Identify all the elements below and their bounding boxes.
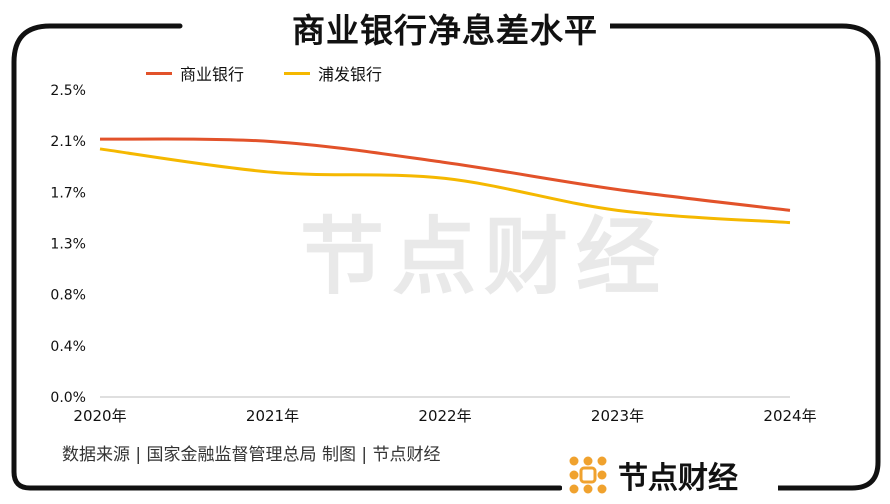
legend-swatch bbox=[146, 71, 172, 75]
legend: 商业银行 浦发银行 bbox=[146, 61, 382, 85]
y-tick-label: 1.7% bbox=[50, 185, 86, 201]
x-tick-label: 2022年 bbox=[418, 407, 471, 425]
series-line-0 bbox=[99, 137, 791, 212]
x-tick-label: 2024年 bbox=[763, 407, 816, 425]
watermark: 节点财经 bbox=[300, 208, 669, 306]
y-tick-label: 0.8% bbox=[50, 288, 86, 304]
x-tick-label: 2021年 bbox=[246, 407, 299, 425]
legend-swatch bbox=[284, 71, 311, 75]
x-tick-label: 2023年 bbox=[591, 407, 644, 425]
frame-border bbox=[11, 23, 881, 491]
legend-item-1: 浦发银行 bbox=[284, 61, 382, 85]
y-tick-label: 2.5% bbox=[50, 83, 86, 99]
y-tick-label: 2.1% bbox=[50, 134, 86, 150]
brand-badge: 节点财经 bbox=[562, 455, 778, 496]
dot-grid-logo-icon bbox=[569, 456, 607, 494]
x-tick-label: 2020年 bbox=[73, 407, 126, 425]
chart-title: 商业银行净息差水平 bbox=[0, 4, 890, 52]
axes: 0.0% 0.4% 0.8% 1.3% 1.7% 2.1% 2.5% 2020年 2021年 20… bbox=[50, 83, 816, 425]
y-tick-label: 0.0% bbox=[50, 390, 86, 406]
series-line-1 bbox=[99, 147, 791, 225]
y-tick-label: 0.4% bbox=[50, 339, 86, 355]
legend-label: 浦发银行 bbox=[318, 65, 383, 84]
series-lines bbox=[99, 137, 791, 225]
legend-label: 商业银行 bbox=[180, 65, 245, 84]
source-note: 数据来源 | 国家金融监督管理总局 制图 | 节点财经 bbox=[62, 445, 441, 465]
brand-name: 节点财经 bbox=[618, 461, 738, 496]
y-tick-label: 1.3% bbox=[50, 237, 86, 253]
legend-item-0: 商业银行 bbox=[146, 61, 244, 85]
